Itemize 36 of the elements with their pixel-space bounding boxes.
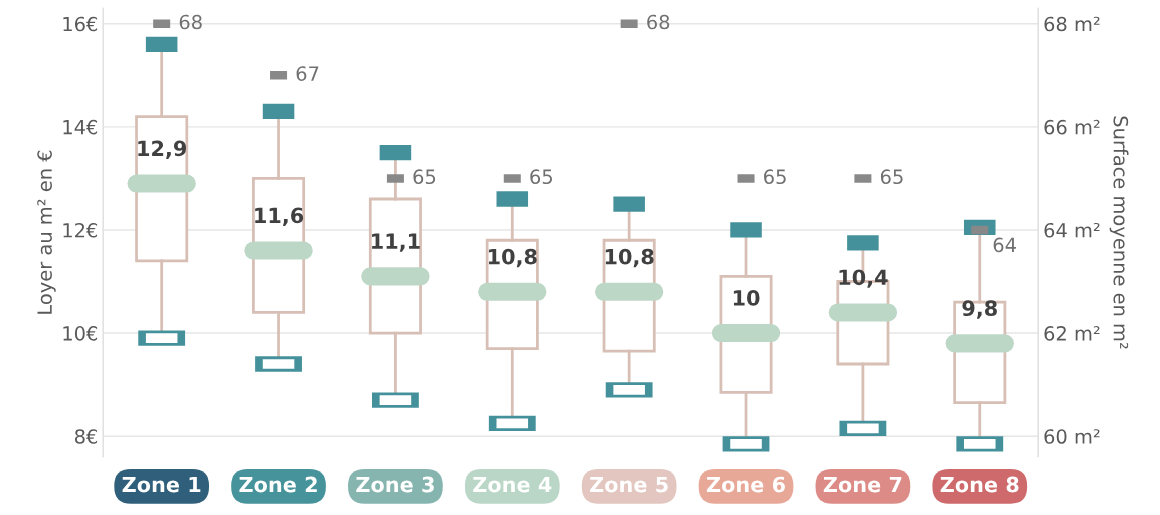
x-tick-label: Zone 7 [823,476,902,493]
data-label: 67 [296,66,319,81]
text: 10 [733,290,760,306]
x-tick-label: Zone 4 [473,476,552,493]
x-tick-label: Zone 1 [122,476,201,493]
text: 12,9 [138,140,187,159]
data-label: 68 [647,14,670,30]
text: 10,4 [839,269,888,288]
text: 9,8 [962,300,997,319]
text: 10,8 [488,248,537,268]
y-tick-label: 16€ [63,16,98,32]
x-tick-label: Zone 3 [356,476,434,493]
y2-axis-title: Surface moyenne en m² [1109,116,1129,349]
text: 11,6 [255,207,304,226]
data-label: 65 [413,169,436,185]
data-label: 65 [880,169,903,185]
x-tick-label: Zone 2 [239,476,317,493]
x-tick-label: Zone 8 [940,476,1019,493]
data-label: 68 [179,14,202,30]
y2-tick-label: 60 m² [1044,429,1100,444]
text: 11,1 [372,233,420,252]
y-tick-label: 14€ [63,119,98,135]
x-tick-label: Zone 5 [590,476,668,493]
text: 10,8 [605,248,654,268]
y2-tick-label: 64 m² [1044,222,1100,238]
y-tick-label: 12€ [63,222,98,238]
data-label: 64 [993,237,1016,253]
y2-tick-label: 68 m² [1044,16,1100,32]
y-axis-title: Loyer au m² en € [37,150,56,314]
y2-tick-label: 62 m² [1044,326,1100,341]
x-tick-label: Zone 6 [706,476,785,493]
data-label: 65 [764,169,786,185]
y2-tick-label: 66 m² [1044,119,1100,135]
y-tick-label: 10€ [63,326,98,341]
data-label: 65 [530,169,552,185]
y-tick-label: 8€ [74,429,98,444]
